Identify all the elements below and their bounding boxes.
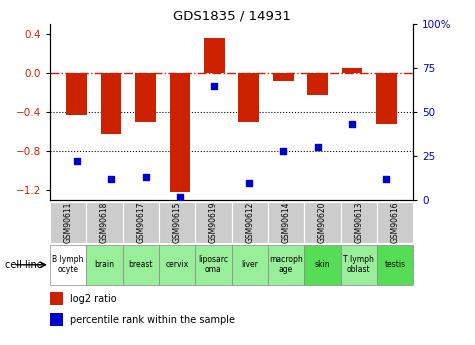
Text: cell line: cell line (5, 260, 42, 270)
Bar (304, 202, 341, 243)
Point (314, 145, 322, 150)
Text: macroph
age: macroph age (269, 255, 303, 275)
Bar (377, 245, 413, 285)
Point (176, 194, 184, 199)
Bar (232, 245, 268, 285)
Text: T lymph
oblast: T lymph oblast (343, 255, 374, 275)
Text: log2 ratio: log2 ratio (70, 294, 116, 304)
Text: GSM90612: GSM90612 (245, 202, 254, 243)
Bar (238, 73, 259, 122)
Bar (123, 202, 159, 243)
Bar (50, 245, 86, 285)
Bar (86, 202, 123, 243)
Bar (195, 245, 232, 285)
Bar (101, 73, 122, 134)
Text: cervix: cervix (165, 260, 189, 269)
Text: breast: breast (128, 260, 153, 269)
Text: B lymph
ocyte: B lymph ocyte (52, 255, 84, 275)
Text: GSM90620: GSM90620 (318, 202, 327, 243)
Text: GSM90616: GSM90616 (390, 202, 399, 243)
Text: brain: brain (95, 260, 114, 269)
Point (107, 176, 115, 182)
Text: liposarc
oma: liposarc oma (199, 255, 228, 275)
Bar (159, 245, 195, 285)
Text: GSM90611: GSM90611 (64, 202, 73, 243)
Text: GSM90614: GSM90614 (282, 202, 291, 243)
Bar (50, 313, 63, 326)
Bar (170, 73, 190, 192)
Text: GSM90619: GSM90619 (209, 202, 218, 243)
Bar (268, 202, 304, 243)
Bar (159, 202, 195, 243)
Point (210, 83, 218, 89)
Bar (307, 73, 328, 95)
Point (382, 176, 390, 182)
Bar (50, 292, 63, 305)
Bar (341, 245, 377, 285)
Bar (123, 245, 159, 285)
Bar (304, 245, 341, 285)
Bar (204, 38, 225, 73)
Bar (376, 73, 397, 124)
Bar (135, 73, 156, 122)
Title: GDS1835 / 14931: GDS1835 / 14931 (172, 10, 291, 23)
Text: testis: testis (385, 260, 406, 269)
Bar (86, 245, 123, 285)
Text: GSM90615: GSM90615 (172, 202, 181, 243)
Point (142, 175, 149, 180)
Bar (377, 202, 413, 243)
Bar (273, 73, 294, 81)
Bar (66, 73, 87, 115)
Point (348, 122, 356, 127)
Point (279, 148, 287, 154)
Text: liver: liver (241, 260, 258, 269)
Bar (195, 202, 232, 243)
Text: skin: skin (314, 260, 330, 269)
Point (73, 159, 81, 164)
Text: GSM90618: GSM90618 (100, 202, 109, 243)
Bar (341, 202, 377, 243)
Point (245, 180, 253, 185)
Text: GSM90613: GSM90613 (354, 202, 363, 243)
Text: GSM90617: GSM90617 (136, 202, 145, 243)
Text: percentile rank within the sample: percentile rank within the sample (70, 315, 235, 325)
Bar (232, 202, 268, 243)
Bar (342, 68, 362, 73)
Bar (268, 245, 304, 285)
Bar (50, 202, 86, 243)
